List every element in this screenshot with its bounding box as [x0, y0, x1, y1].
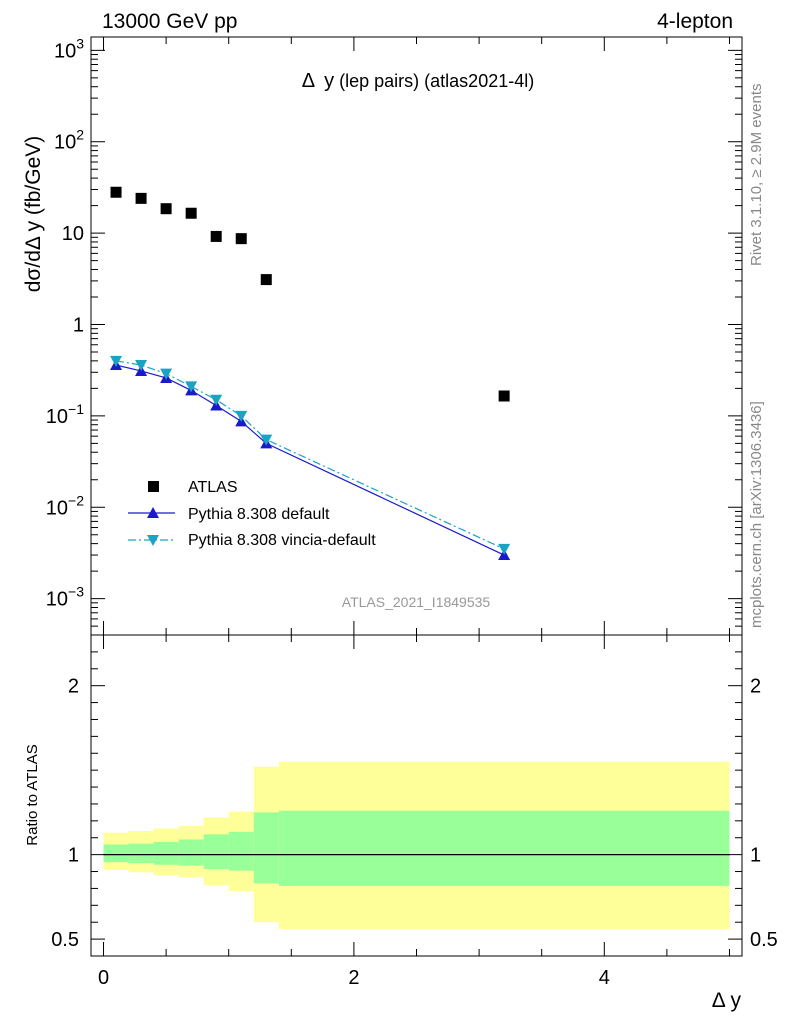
- series-marker-2: [135, 360, 148, 372]
- atlas-data-point: [210, 230, 222, 242]
- atlas-data-point: [185, 207, 197, 219]
- main-y-axis-label: dσ/dΔ y (fb/GeV): [22, 136, 45, 293]
- ratio-inner-band: [103, 844, 129, 863]
- legend-label-atlas: ATLAS: [188, 479, 238, 496]
- legend-label-vincia: Pythia 8.308 vincia-default: [188, 532, 376, 549]
- series-marker-2: [110, 355, 123, 367]
- ratio-inner-band: [178, 839, 204, 866]
- series-marker-2: [160, 368, 173, 380]
- main-y-tick-label: 10−1: [46, 401, 84, 428]
- ratio-y-tick-label-right: 2: [750, 676, 761, 698]
- x-tick-label: 0: [98, 967, 109, 989]
- legend-marker-pythia-default: [147, 507, 159, 518]
- x-tick-label: 2: [348, 967, 359, 989]
- header-right-label: 4-lepton: [657, 10, 733, 33]
- ratio-y-tick-label-right: 1: [750, 845, 761, 867]
- main-y-tick-label: 10−2: [46, 492, 84, 519]
- series-line-1: [115, 364, 505, 556]
- ratio-y-axis-label: Ratio to ATLAS: [24, 744, 41, 845]
- atlas-data-point: [235, 233, 247, 245]
- ratio-inner-band: [153, 841, 179, 865]
- series-marker-2: [498, 543, 511, 555]
- series-marker-2: [210, 394, 223, 406]
- atlas-data-point: [110, 186, 122, 198]
- atlas-data-point: [498, 390, 510, 402]
- ratio-inner-band: [253, 812, 279, 884]
- mcplots-label: mcplots.cern.ch [arXiv:1306.3436]: [748, 401, 765, 628]
- ratio-inner-band: [203, 834, 229, 869]
- ratio-y-tick-label-right: 0.5: [750, 929, 778, 951]
- series-marker-2: [260, 434, 273, 446]
- header-left-label: 13000 GeV pp: [102, 10, 237, 33]
- main-y-tick-label: 102: [54, 127, 84, 154]
- plot-title: Δ y (lep pairs) (atlas2021-4l): [302, 70, 534, 92]
- legend-marker-atlas: [148, 481, 159, 492]
- ratio-inner-band: [128, 843, 154, 864]
- x-tick-label: 4: [599, 967, 610, 989]
- ratio-y-tick-label: 0.5: [51, 929, 79, 951]
- plot-title-var: y: [324, 70, 334, 92]
- legend: ATLAS Pythia 8.308 default Pythia 8.308 …: [128, 479, 376, 549]
- rivet-version-label: Rivet 3.1.10, ≥ 2.9M events: [748, 84, 765, 267]
- ratio-plot-panel: 0.5 0.5 1 1 2 2 0 2 4 Ratio to ATLAS Δ y: [24, 634, 778, 1012]
- atlas-data-point: [160, 203, 172, 215]
- main-y-tick-label: 10: [62, 223, 84, 245]
- plot-title-rest: (lep pairs) (atlas2021-4l): [339, 71, 534, 91]
- ratio-y-tick-label: 1: [68, 845, 79, 867]
- ratio-inner-band: [228, 831, 254, 871]
- main-y-tick-label: 10−3: [46, 584, 84, 611]
- x-axis-label: Δ y: [712, 989, 742, 1012]
- series-marker-2: [185, 381, 198, 393]
- ratio-plot-frame: [90, 634, 743, 957]
- main-y-tick-label: 103: [54, 35, 84, 62]
- analysis-label: ATLAS_2021_I1849535: [342, 594, 491, 610]
- legend-label-pythia-default: Pythia 8.308 default: [188, 506, 330, 523]
- atlas-data-point: [135, 192, 147, 204]
- series-marker-2: [235, 410, 248, 422]
- plot-title-delta: Δ: [302, 70, 315, 92]
- ratio-inner-band: [278, 810, 730, 886]
- legend-marker-vincia: [147, 535, 159, 546]
- ratio-y-tick-label: 2: [68, 676, 79, 698]
- atlas-data-point: [260, 274, 272, 286]
- main-y-tick-label: 1: [73, 314, 84, 336]
